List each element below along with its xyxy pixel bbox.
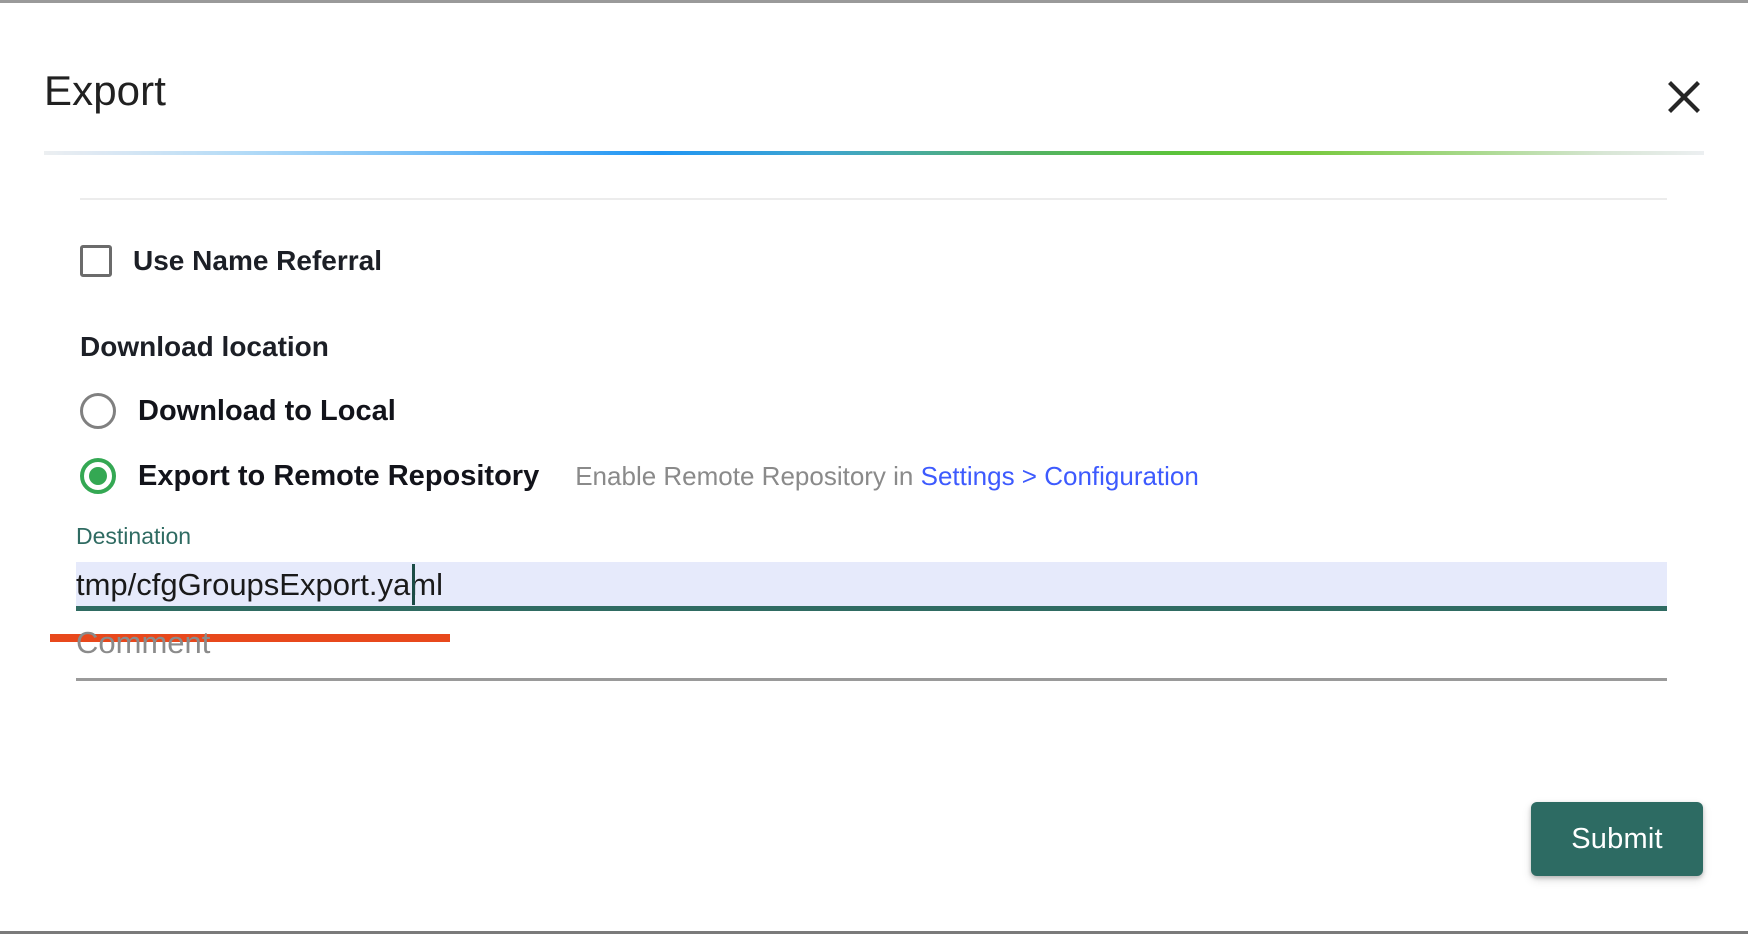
radio-download-to-local[interactable]: Download to Local: [80, 393, 396, 429]
submit-button[interactable]: Submit: [1531, 802, 1703, 876]
comment-input-underline: [76, 678, 1667, 681]
radio-unselected-icon[interactable]: [80, 393, 116, 429]
checkbox-icon[interactable]: [80, 245, 112, 277]
radio-selected-icon[interactable]: [80, 458, 116, 494]
page-title: Export: [44, 67, 166, 114]
remote-repository-hint-text: Enable Remote Repository in: [575, 461, 921, 491]
settings-configuration-link[interactable]: Settings > Configuration: [920, 461, 1199, 491]
destination-label: Destination: [76, 523, 192, 549]
destination-input-value: tmp/cfgGroupsExport.yaml: [76, 567, 443, 602]
gradient-divider: [44, 151, 1704, 155]
radio-export-to-remote-repository[interactable]: Export to Remote Repository Enable Remot…: [80, 458, 1199, 494]
comment-field[interactable]: Comment: [76, 619, 1667, 681]
radio-download-to-local-label: Download to Local: [138, 395, 396, 427]
close-button[interactable]: [1656, 69, 1712, 125]
destination-input-underline: [76, 606, 1667, 611]
destination-error-indicator: [50, 634, 450, 642]
use-name-referral-checkbox[interactable]: Use Name Referral: [80, 245, 382, 277]
destination-field: Destination tmp/cfgGroupsExport.yaml: [50, 523, 1667, 642]
close-icon: [1664, 77, 1704, 117]
use-name-referral-label: Use Name Referral: [133, 245, 383, 276]
radio-export-to-remote-repository-label: Export to Remote Repository: [138, 460, 540, 492]
download-location-heading: Download location: [80, 331, 329, 362]
destination-input[interactable]: tmp/cfgGroupsExport.yaml: [76, 562, 1667, 607]
comment-input-placeholder: Comment: [76, 625, 211, 660]
dialog-header: Export: [0, 3, 1748, 151]
remote-repository-hint: Enable Remote Repository in Settings > C…: [575, 458, 1199, 494]
text-caret: [412, 564, 415, 605]
section-divider: [80, 198, 1667, 200]
dialog-body: Use Name Referral Download location Down…: [0, 3, 1748, 931]
